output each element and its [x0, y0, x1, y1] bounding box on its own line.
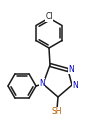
Text: Cl: Cl [45, 12, 53, 21]
Text: N: N [69, 65, 74, 74]
Text: N: N [73, 81, 78, 90]
Text: SH: SH [52, 107, 62, 117]
Text: N: N [39, 78, 45, 88]
